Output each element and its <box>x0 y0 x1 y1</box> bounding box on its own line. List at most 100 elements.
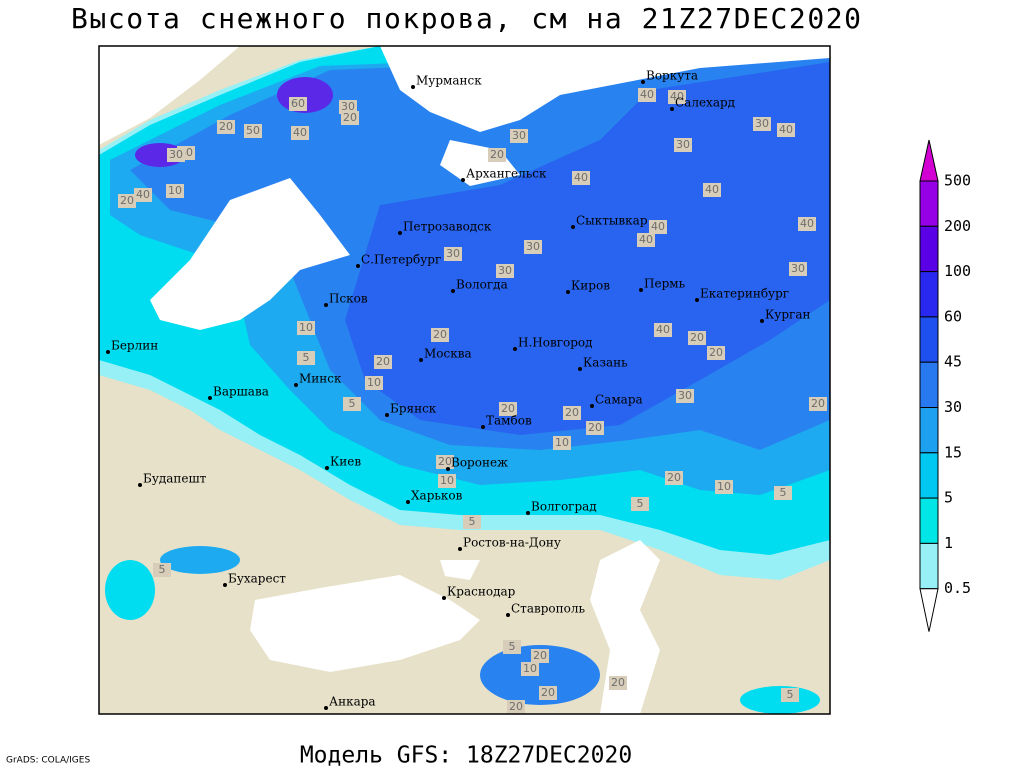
contour-label: 5 <box>637 497 644 510</box>
city-dot <box>385 413 389 417</box>
contour-label-box <box>167 148 185 162</box>
contour-label: 40 <box>670 90 684 103</box>
contour-label: 30 <box>446 247 460 260</box>
sea <box>250 575 480 672</box>
contour-label-box <box>297 321 315 335</box>
contour-label-box <box>118 194 136 208</box>
colorbar-label: 1 <box>944 534 953 552</box>
contour-label: 10 <box>440 474 454 487</box>
city-dot <box>760 319 764 323</box>
contour-label: 5 <box>469 515 476 528</box>
city-label: Салехард <box>675 96 735 110</box>
colorbar-label: 200 <box>944 217 971 235</box>
contour-label: 40 <box>705 183 719 196</box>
contour-label: 20 <box>219 120 233 133</box>
contour-label-box <box>343 397 361 411</box>
city-label: Будапешт <box>143 472 207 486</box>
city-dot <box>571 225 575 229</box>
contour-label-box <box>774 486 792 500</box>
contour-label-box <box>496 264 514 278</box>
city-dot <box>138 483 142 487</box>
city-dot <box>294 383 298 387</box>
contour-label-box <box>539 686 557 700</box>
snow-area <box>480 645 600 705</box>
contour-label: 20 <box>509 700 523 713</box>
contour-label-box <box>531 649 549 663</box>
contour-label: 10 <box>717 480 731 493</box>
contour-label: 5 <box>780 486 787 499</box>
contour-label-box <box>436 455 454 469</box>
city-dot <box>223 583 227 587</box>
city-label: Брянск <box>390 402 437 416</box>
city-label: Минск <box>299 372 342 386</box>
colorbar: 500 200 100 60 45 30 15 5 1 0.5 <box>919 139 971 632</box>
city-label: Воркута <box>646 69 698 83</box>
city-label: Екатеринбург <box>700 287 789 301</box>
contour-label: 5 <box>349 397 356 410</box>
contour-label-box <box>809 397 827 411</box>
city-label: Воронеж <box>451 456 508 470</box>
colorbar-segment <box>919 180 939 227</box>
contour-label: 10 <box>367 376 381 389</box>
contour-label-box <box>707 346 725 360</box>
contour-label: 5 <box>303 351 310 364</box>
contour-label: 20 <box>611 676 625 689</box>
contour-label: 20 <box>709 346 723 359</box>
credit: GrADS: COLA/IGES <box>6 756 90 766</box>
city-dot <box>451 289 455 293</box>
contour-label-box <box>339 100 357 114</box>
city-dot <box>639 288 643 292</box>
city-dot <box>481 425 485 429</box>
sea <box>440 560 480 580</box>
contour-label-box <box>631 497 649 511</box>
map-frame <box>98 45 831 715</box>
contour-label: 5 <box>787 688 794 701</box>
contour-label: 40 <box>293 126 307 139</box>
contour-label-box <box>166 184 184 198</box>
contour-label-box <box>153 563 171 577</box>
contour-label: 20 <box>490 148 504 161</box>
contour-label: 20 <box>588 421 602 434</box>
contour-label-box <box>463 515 481 529</box>
city-label: Петрозаводск <box>403 220 492 234</box>
contour-label-box <box>654 323 672 337</box>
contour-label-box <box>503 640 521 654</box>
title: Высота снежного покрова, см на 21Z27DEC2… <box>71 2 861 35</box>
city-dot <box>641 80 645 84</box>
contour-label-box <box>572 171 590 185</box>
colorbar-cap <box>919 588 939 632</box>
contour-label: 20 <box>438 455 452 468</box>
city-label: Самара <box>595 393 643 407</box>
contour-label-box <box>297 351 315 365</box>
colorbar-segment <box>919 452 939 499</box>
contour-label-box <box>638 88 656 102</box>
city-label: Волгоград <box>531 500 597 514</box>
contour-label: 40 <box>651 220 665 233</box>
footer: Модель GFS: 18Z27DEC2020 <box>300 743 632 768</box>
contour-label-box <box>289 97 307 111</box>
contour-label-box <box>244 124 262 138</box>
city-dot <box>419 358 423 362</box>
contour-label-box <box>609 676 627 690</box>
colorbar-segment <box>919 271 939 318</box>
snow-area <box>345 62 830 435</box>
contour-label-box <box>586 421 604 435</box>
contour-label: 5 <box>509 640 516 653</box>
city-dot <box>513 347 517 351</box>
city-dot <box>566 290 570 294</box>
city-label: Вологда <box>456 278 508 292</box>
sea <box>99 46 240 145</box>
contour-label-box <box>510 129 528 143</box>
colorbar-label: 0.5 <box>944 579 971 597</box>
contour-label-box <box>676 389 694 403</box>
city-label: Архангельск <box>466 167 547 181</box>
contour-label-box <box>777 123 795 137</box>
contour-label: 40 <box>656 323 670 336</box>
city-dot <box>411 85 415 89</box>
city-dot <box>398 231 402 235</box>
city-dot <box>324 303 328 307</box>
city-dot <box>442 596 446 600</box>
contour-label-box <box>665 471 683 485</box>
